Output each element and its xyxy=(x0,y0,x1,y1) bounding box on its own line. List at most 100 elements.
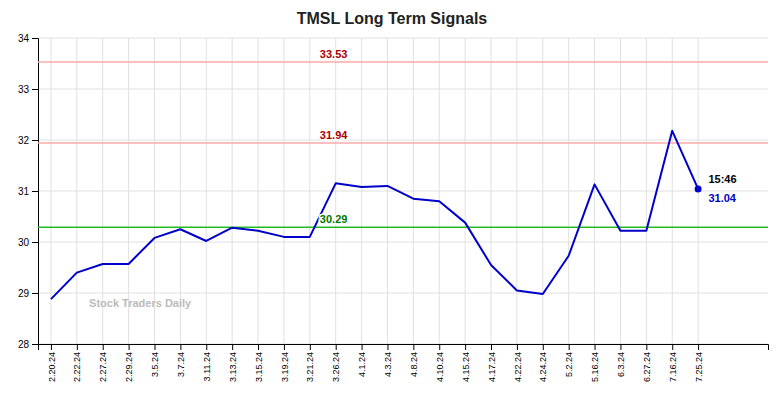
tick-mark xyxy=(543,344,544,350)
tick-mark xyxy=(646,344,647,350)
grid-line xyxy=(620,38,621,344)
tick-label: 4.22.24 xyxy=(513,352,523,382)
tick-label: 3.15.24 xyxy=(254,352,264,382)
reference-line xyxy=(38,142,768,144)
tick-label: 2.20.24 xyxy=(47,352,57,382)
tick: 3.5.24 xyxy=(150,344,160,377)
grid-line xyxy=(38,38,768,39)
grid-line xyxy=(465,38,466,344)
tick: 2.27.24 xyxy=(98,344,108,382)
tick-label: 6.27.24 xyxy=(642,352,652,382)
tick-label: 4.1.24 xyxy=(357,352,367,377)
tick-label: 33 xyxy=(18,84,30,95)
tick-mark xyxy=(129,344,130,350)
grid-line xyxy=(542,38,543,344)
tick: 5.16.24 xyxy=(590,344,600,382)
tick-mark xyxy=(620,344,621,350)
tick-label: 6.3.24 xyxy=(616,352,626,377)
tick-mark xyxy=(413,344,414,350)
tick: 33 xyxy=(18,84,38,95)
tick-label: 30 xyxy=(18,237,30,248)
tick: 4.22.24 xyxy=(513,344,523,382)
tick-mark xyxy=(32,242,38,243)
grid-line xyxy=(38,191,768,192)
grid-line xyxy=(258,38,259,344)
grid-line xyxy=(38,293,768,294)
tick: 4.17.24 xyxy=(487,344,497,382)
tick: 4.8.24 xyxy=(409,344,419,377)
tick-mark xyxy=(103,344,104,350)
tick: 4.15.24 xyxy=(461,344,471,382)
tick-label: 3.11.24 xyxy=(202,352,212,381)
axis-line xyxy=(39,345,769,351)
tick-mark xyxy=(362,344,363,350)
tick-label: 3.5.24 xyxy=(150,352,160,377)
grid-line xyxy=(232,38,233,344)
tick-mark xyxy=(180,344,181,350)
grid-line xyxy=(387,38,388,344)
grid-line xyxy=(335,38,336,344)
grid-line xyxy=(646,38,647,344)
tick-mark xyxy=(154,344,155,350)
tick: 4.24.24 xyxy=(538,344,548,382)
tick: 2.20.24 xyxy=(47,344,57,382)
tick: 29 xyxy=(18,288,38,299)
tick: 3.15.24 xyxy=(254,344,264,382)
tick-label: 2.22.24 xyxy=(72,352,82,382)
tick-label: 5.2.24 xyxy=(564,352,574,377)
line xyxy=(51,131,698,299)
tick-label: 3.7.24 xyxy=(176,352,186,377)
tick-label: 29 xyxy=(18,288,30,299)
tick: 32 xyxy=(18,135,38,146)
chart: TMSL Long Term Signals 2.20.24 2.22.24 2.27… xyxy=(0,0,784,398)
tick-mark xyxy=(517,344,518,350)
tick-mark xyxy=(51,344,52,350)
tick: 7.25.24 xyxy=(694,344,704,382)
tick-mark xyxy=(32,344,38,345)
title: TMSL Long Term Signals xyxy=(297,10,488,27)
tick-label: 3.19.24 xyxy=(280,352,290,382)
tick-mark xyxy=(32,140,38,141)
plot: 2.20.24 2.22.24 2.27.24 2.29.24 3.5.24 3.7.24… xyxy=(18,33,769,382)
grid-line xyxy=(439,38,440,344)
tick: 3.7.24 xyxy=(176,344,186,377)
tick-mark xyxy=(336,344,337,350)
tick-label: 32 xyxy=(18,135,30,146)
tick: 3.26.24 xyxy=(331,344,341,382)
tick-mark xyxy=(310,344,311,350)
tick-label: 4.3.24 xyxy=(383,352,393,377)
tick: 2.22.24 xyxy=(72,344,82,382)
tick-label: 34 xyxy=(18,33,30,44)
axis-line xyxy=(32,39,39,345)
annotation: 15:46 xyxy=(708,173,736,185)
x-axis: 2.20.24 2.22.24 2.27.24 2.29.24 3.5.24 3.7.24… xyxy=(39,344,769,382)
marks xyxy=(38,62,768,299)
watermark: Stock Traders Daily xyxy=(89,297,192,309)
tick-label: 3.13.24 xyxy=(228,352,238,382)
tick-label: 2.29.24 xyxy=(124,352,134,382)
reference-line xyxy=(38,226,768,228)
grid-line xyxy=(516,38,517,344)
grid-line xyxy=(76,38,77,344)
grid-line xyxy=(206,38,207,344)
tick: 31 xyxy=(18,186,38,197)
tick-mark xyxy=(206,344,207,350)
annotations: 33.5331.9430.2915:4631.04 xyxy=(320,48,737,225)
reference-label: 31.94 xyxy=(320,129,348,141)
reference-line xyxy=(38,61,768,63)
tick-mark xyxy=(439,344,440,350)
grid-line xyxy=(491,38,492,344)
tick: 7.16.24 xyxy=(668,344,678,382)
tick-mark xyxy=(672,344,673,350)
tick: 3.11.24 xyxy=(202,344,212,381)
tick-label: 7.16.24 xyxy=(668,352,678,382)
tick: 4.3.24 xyxy=(383,344,393,377)
tick-mark xyxy=(491,344,492,350)
tick: 2.29.24 xyxy=(124,344,134,382)
tick-mark xyxy=(465,344,466,350)
tick-label: 2.27.24 xyxy=(98,352,108,382)
tick-mark xyxy=(569,344,570,350)
grid-line xyxy=(672,38,673,344)
grid-line xyxy=(283,38,284,344)
grid xyxy=(38,38,768,344)
